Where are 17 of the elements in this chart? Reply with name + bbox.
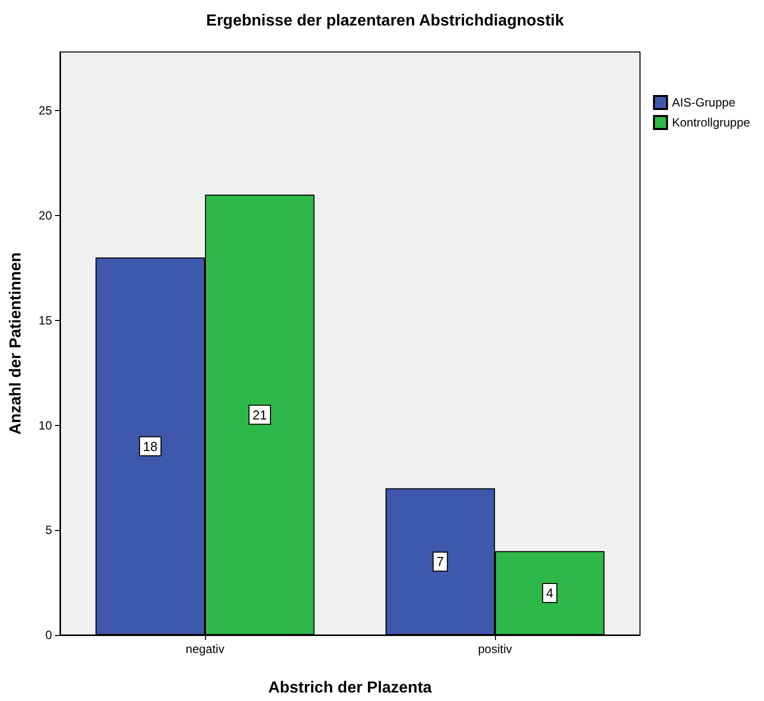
y-axis-title: Anzahl der Patientinnen <box>8 252 24 435</box>
data-label: 18 <box>143 438 158 454</box>
data-label: 4 <box>546 586 554 601</box>
y-tick-label: 15 <box>38 313 52 328</box>
legend-label: AIS-Gruppe <box>672 96 736 110</box>
y-tick-label: 20 <box>38 208 52 223</box>
y-tick-label: 5 <box>45 523 52 538</box>
chart-title: Ergebnisse der plazentaren Abstrichdiagnostik <box>206 12 564 30</box>
data-label: 21 <box>252 407 267 422</box>
y-tick-label: 0 <box>45 628 52 642</box>
y-tick-label: 25 <box>38 104 52 118</box>
y-tick-label: 10 <box>38 418 52 432</box>
x-tick-label: positiv <box>478 642 512 656</box>
data-label: 7 <box>436 554 444 570</box>
x-tick-label: negativ <box>186 642 224 656</box>
x-axis-title: Abstrich der Plazenta <box>268 680 432 696</box>
legend-label: Kontrollgruppe <box>672 116 750 130</box>
